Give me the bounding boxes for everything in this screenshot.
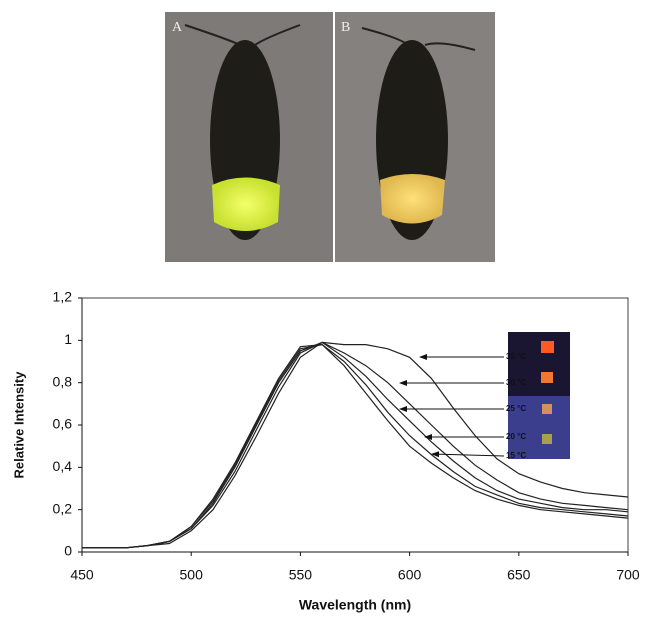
y-tick-label: 1,2 bbox=[53, 289, 73, 305]
series-label: 15 °C bbox=[506, 451, 526, 460]
inset bbox=[508, 332, 570, 459]
series-label: 30 °C bbox=[506, 378, 526, 387]
panel-label: A bbox=[172, 20, 183, 35]
y-tick-label: 0,2 bbox=[53, 500, 73, 516]
y-tick-label: 0,6 bbox=[53, 416, 73, 432]
x-tick-label: 450 bbox=[70, 567, 94, 583]
x-tick-label: 500 bbox=[180, 567, 204, 583]
y-tick-label: 0,8 bbox=[53, 373, 73, 389]
panel-label: B bbox=[341, 20, 350, 35]
x-tick-label: 700 bbox=[616, 567, 640, 583]
series-label: 35 °C bbox=[506, 352, 526, 361]
x-tick-label: 550 bbox=[289, 567, 313, 583]
x-tick-label: 650 bbox=[507, 567, 531, 583]
x-axis-label: Wavelength (nm) bbox=[299, 597, 411, 613]
annotation-arrow bbox=[431, 451, 505, 458]
y-tick-label: 0 bbox=[64, 543, 72, 559]
line-series bbox=[82, 343, 629, 549]
y-tick-label: 1 bbox=[64, 331, 72, 347]
y-axis-label: Relative Intensity bbox=[11, 371, 26, 479]
y-tick-label: 0,4 bbox=[53, 458, 73, 474]
x-tick-label: 600 bbox=[398, 567, 422, 583]
photo-panel: A B bbox=[165, 12, 495, 262]
series-label: 20 °C bbox=[506, 432, 526, 441]
series-label: 25 °C bbox=[506, 404, 526, 413]
line-series bbox=[82, 341, 629, 549]
